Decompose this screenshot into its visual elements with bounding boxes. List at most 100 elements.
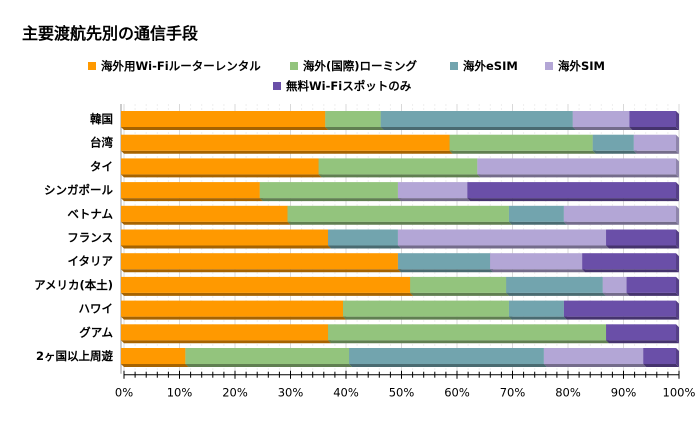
bar-segment-bottom bbox=[380, 127, 576, 130]
bar-segment-bottom bbox=[287, 221, 512, 225]
x-tick-label: 50% bbox=[389, 386, 415, 400]
bar-segment-bottom bbox=[563, 221, 679, 225]
bar-segment-bottom bbox=[121, 127, 329, 130]
bar-segment-side bbox=[676, 182, 679, 202]
bar-segment-bottom bbox=[506, 292, 606, 296]
category-label: 韓国 bbox=[90, 112, 113, 126]
category-label: イタリア bbox=[67, 254, 113, 268]
x-tick-label: 40% bbox=[333, 386, 359, 400]
bar-segment-bottom bbox=[397, 245, 610, 249]
bar-segment bbox=[318, 158, 478, 175]
bar-segment bbox=[572, 111, 630, 127]
bar-segment bbox=[325, 111, 381, 127]
bar-segment-bottom bbox=[121, 340, 332, 344]
bar-segment-bottom bbox=[592, 150, 637, 154]
bar-segment-bottom bbox=[121, 245, 332, 249]
bar-segment-bottom bbox=[121, 150, 453, 154]
x-tick-label: 10% bbox=[167, 386, 193, 400]
bar-segment bbox=[626, 276, 676, 293]
legend-item: 海外eSIM bbox=[450, 58, 518, 74]
legend-label: 海外用Wi-Fiルーターレンタル bbox=[101, 59, 261, 73]
legend-swatch bbox=[88, 62, 96, 70]
bar-segment-bottom bbox=[328, 245, 401, 249]
legend-label: 海外eSIM bbox=[463, 59, 518, 73]
bar-segment bbox=[563, 205, 676, 222]
bar-segment-bottom bbox=[477, 174, 679, 178]
bar-segment-bottom bbox=[572, 127, 633, 130]
category-label: フランス bbox=[67, 231, 113, 245]
bar-segment bbox=[543, 348, 644, 364]
bar-segment bbox=[328, 324, 607, 341]
bar-segment bbox=[397, 229, 607, 246]
x-tick-label: 30% bbox=[278, 386, 304, 400]
bar-segment bbox=[508, 300, 564, 317]
bar-segment bbox=[563, 300, 676, 317]
bar-segment bbox=[121, 253, 398, 270]
legend-item: 海外SIM bbox=[545, 58, 605, 74]
category-label: ハワイ bbox=[79, 302, 114, 316]
bar-segment bbox=[410, 276, 507, 293]
x-tick-label: 70% bbox=[500, 386, 526, 400]
bar-segment-bottom bbox=[508, 316, 567, 320]
bar-segment bbox=[380, 111, 573, 127]
bar-segment-side bbox=[676, 111, 679, 130]
bar-segment-bottom bbox=[449, 150, 596, 154]
bar-segment-bottom bbox=[121, 174, 322, 178]
bar-segment bbox=[449, 134, 593, 151]
bar-segment bbox=[121, 229, 329, 246]
category-label: 2ヶ国以上周遊 bbox=[36, 349, 114, 363]
x-tick-label: 80% bbox=[555, 386, 581, 400]
bar-segment bbox=[349, 348, 544, 364]
bar-segment-bottom bbox=[121, 198, 263, 202]
bar-segment-bottom bbox=[121, 221, 291, 225]
bar-segment-bottom bbox=[606, 245, 679, 249]
legend-item: 海外(国際)ローミング bbox=[290, 58, 417, 74]
bar-segment-side bbox=[676, 276, 679, 296]
bar-segment bbox=[633, 134, 676, 151]
bar-segment bbox=[582, 253, 676, 270]
x-tick-label: 90% bbox=[611, 386, 637, 400]
bar-segment-bottom bbox=[467, 198, 679, 202]
category-label: ベトナム bbox=[67, 207, 113, 221]
bar-segment-bottom bbox=[343, 316, 512, 320]
legend-swatch bbox=[450, 62, 458, 70]
bar-segment-bottom bbox=[508, 221, 567, 225]
legend-swatch bbox=[290, 62, 298, 70]
category-label: シンガポール bbox=[44, 183, 113, 197]
bar-segment bbox=[121, 300, 343, 317]
bar-segment bbox=[121, 324, 329, 341]
bar-segment bbox=[477, 158, 676, 175]
bar-segment bbox=[606, 229, 676, 246]
bar-segment bbox=[508, 205, 564, 222]
chart-title: 主要渡航先別の通信手段 bbox=[22, 24, 199, 43]
bar-segment bbox=[121, 111, 326, 127]
bar-segment-bottom bbox=[633, 150, 679, 154]
bar-segment-bottom bbox=[602, 292, 630, 296]
bar-segment-bottom bbox=[629, 127, 679, 130]
bar-segment bbox=[185, 348, 350, 364]
bar-segment-bottom bbox=[259, 198, 401, 202]
bar-segment-bottom bbox=[325, 127, 384, 130]
bar-segment bbox=[259, 182, 398, 199]
legend-label: 海外SIM bbox=[558, 59, 606, 73]
bar-segment bbox=[592, 134, 634, 151]
bar-segment bbox=[287, 205, 509, 222]
bar-segment-bottom bbox=[121, 364, 189, 367]
bar-segment bbox=[643, 348, 676, 364]
bar-segment bbox=[121, 348, 186, 364]
bar-segment bbox=[121, 182, 260, 199]
bar-segment-side bbox=[676, 134, 679, 154]
bar-segment-bottom bbox=[490, 269, 586, 273]
bar-segment-bottom bbox=[397, 198, 471, 202]
category-label: タイ bbox=[90, 159, 113, 173]
x-tick-label: 60% bbox=[444, 386, 470, 400]
legend-item: 無料Wi-Fiスポットのみ bbox=[273, 78, 411, 94]
category-label: グアム bbox=[79, 325, 113, 339]
x-tick-label: 0% bbox=[115, 386, 133, 400]
bar-segment-bottom bbox=[397, 269, 494, 273]
bar-segment-side bbox=[676, 253, 679, 273]
bar-segment-bottom bbox=[563, 316, 679, 320]
bar-segment bbox=[606, 324, 676, 341]
legend-item: 海外用Wi-Fiルーターレンタル bbox=[88, 58, 261, 74]
